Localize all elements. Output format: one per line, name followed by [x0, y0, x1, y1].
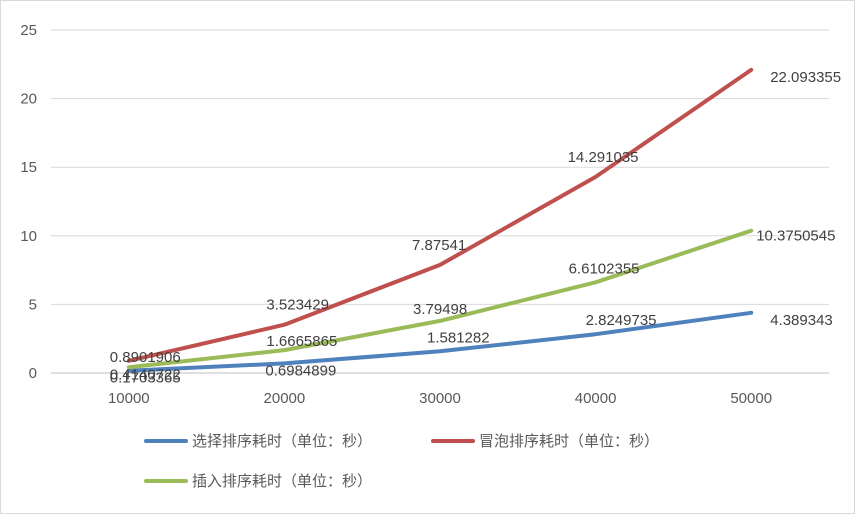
data-labels: 0.1703365 0.6984899 1.581282 2.8249735 4.389… — [110, 69, 841, 387]
x-tick-label: 40000 — [575, 390, 617, 407]
data-label: 7.87541 — [412, 237, 466, 254]
legend-item: 插入排序耗时（单位：秒） — [144, 472, 372, 490]
gridlines — [51, 29, 829, 374]
legend-label: 选择排序耗时（单位：秒） — [192, 432, 372, 450]
y-tick-label: 0 — [29, 365, 37, 382]
y-tick-label: 25 — [20, 22, 37, 39]
x-tick-label: 50000 — [730, 390, 772, 407]
data-label: 0.6984899 — [265, 362, 336, 379]
data-label: 6.6102355 — [569, 260, 640, 277]
x-tick-label: 10000 — [108, 390, 150, 407]
data-label: 14.291035 — [568, 149, 639, 166]
y-tick-label: 5 — [29, 296, 37, 313]
x-tick-label: 30000 — [419, 390, 461, 407]
data-label: 1.6665865 — [266, 333, 337, 350]
legend-label: 插入排序耗时（单位：秒） — [192, 472, 372, 490]
y-tick-label: 10 — [20, 228, 37, 245]
y-tick-label: 20 — [20, 91, 37, 108]
legend: 选择排序耗时（单位：秒） 冒泡排序耗时（单位：秒） 插入排序耗时（单位：秒） — [144, 432, 659, 490]
x-axis-tick-labels: 10000 20000 30000 40000 50000 — [108, 390, 772, 407]
legend-item: 选择排序耗时（单位：秒） — [144, 432, 372, 450]
data-label: 4.389343 — [770, 312, 833, 329]
data-label: 0.4140722 — [110, 366, 181, 383]
legend-label: 冒泡排序耗时（单位：秒） — [479, 432, 659, 450]
data-label: 1.581282 — [427, 329, 490, 346]
data-label: 0.1703365 — [110, 370, 181, 387]
data-label: 2.8249735 — [586, 312, 657, 329]
data-label: 10.3750545 — [756, 228, 835, 245]
series-line-3 — [126, 228, 754, 370]
data-label: 0.8901906 — [110, 349, 181, 366]
data-label: 22.093355 — [770, 69, 841, 86]
data-label: 3.523429 — [266, 297, 329, 314]
legend-item: 冒泡排序耗时（单位：秒） — [431, 432, 659, 450]
data-label: 3.79498 — [413, 301, 467, 318]
x-tick-label: 20000 — [264, 390, 306, 407]
series-line-2 — [126, 67, 754, 363]
series-lines — [126, 67, 754, 373]
series-line-1 — [126, 310, 754, 373]
y-tick-label: 15 — [20, 159, 37, 176]
y-axis-tick-labels: 0 5 10 15 20 25 — [20, 22, 37, 382]
